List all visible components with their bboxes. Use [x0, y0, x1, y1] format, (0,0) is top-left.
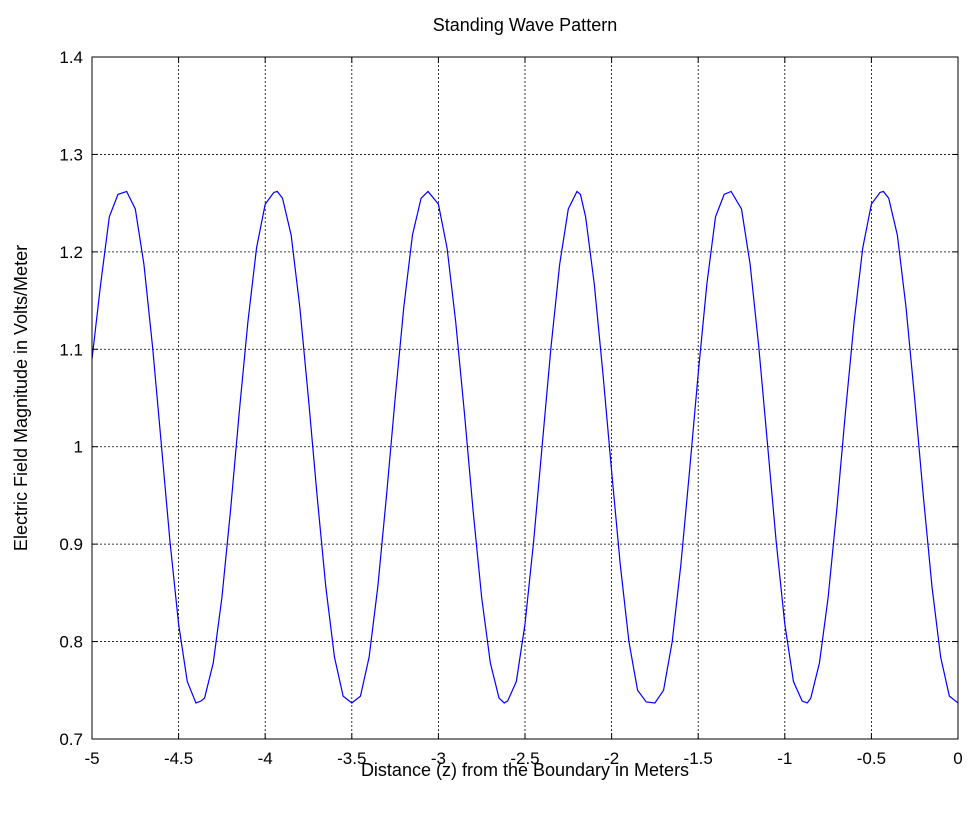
y-tick-label: 1.1 — [59, 340, 83, 359]
x-tick-label: 0 — [953, 749, 962, 768]
y-tick-label: 1.4 — [59, 48, 83, 67]
x-tick-label: -3 — [431, 749, 446, 768]
x-tick-label: -4 — [258, 749, 273, 768]
x-tick-label: -5 — [84, 749, 99, 768]
y-tick-label: 0.7 — [59, 730, 83, 749]
x-tick-label: -3.5 — [337, 749, 366, 768]
y-axis-ticks: 0.7 0.8 0.9 1 1.1 1.2 1.3 1.4 — [59, 48, 958, 749]
x-tick-label: -2.5 — [510, 749, 539, 768]
x-axis-ticks: -5 -4.5 -4 -3.5 -3 -2.5 -2 -1.5 -1 -0.5 0 — [84, 57, 963, 768]
x-axis-label: Distance (z) from the Boundary in Meters — [361, 760, 689, 780]
y-tick-label: 0.9 — [59, 535, 83, 554]
x-tick-label: -0.5 — [857, 749, 886, 768]
y-tick-label: 1 — [74, 438, 83, 457]
x-tick-label: -1 — [777, 749, 792, 768]
y-tick-label: 0.8 — [59, 633, 83, 652]
y-axis-label: Electric Field Magnitude in Volts/Meter — [11, 245, 31, 551]
y-tick-label: 1.3 — [59, 145, 83, 164]
x-tick-label: -2 — [604, 749, 619, 768]
x-tick-label: -4.5 — [164, 749, 193, 768]
chart-title: Standing Wave Pattern — [433, 15, 617, 35]
x-tick-label: -1.5 — [684, 749, 713, 768]
y-tick-label: 1.2 — [59, 243, 83, 262]
series-line — [91, 190, 959, 704]
